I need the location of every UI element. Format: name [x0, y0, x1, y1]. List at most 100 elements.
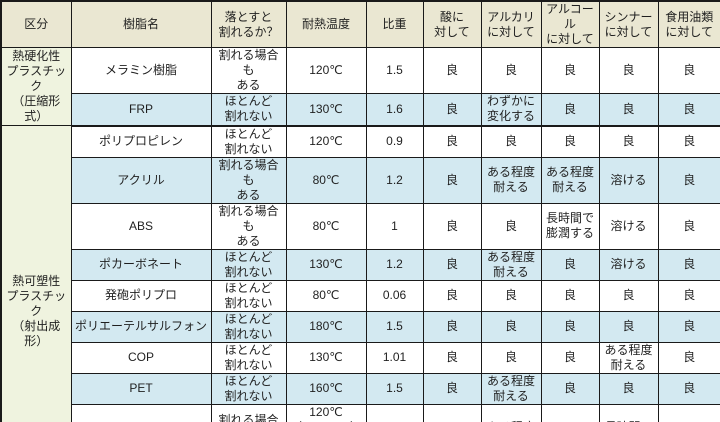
alkali-cell: ある程度 耐える: [480, 372, 542, 405]
breakable-cell: 割れる場合も ある: [210, 403, 287, 422]
oil-cell: 良: [657, 341, 720, 374]
alkali-cell: 良: [480, 47, 542, 94]
header-acid: 酸に 対して: [422, 0, 482, 48]
breakable-cell: ほとんど 割れない: [210, 93, 287, 127]
thinner-cell: 良: [598, 47, 659, 94]
specific-gravity-cell: 0.06: [365, 279, 424, 312]
heat-temp-cell: 130℃: [285, 248, 367, 281]
alkali-cell: 良: [480, 310, 542, 343]
alkali-cell: わずかに 変化する: [480, 93, 542, 127]
oil-cell: 良: [657, 279, 720, 312]
oil-cell: 良: [657, 156, 720, 204]
category-cell-thermoplastic: 熱可塑性 プラスチック （射出成形）: [0, 125, 72, 422]
acid-cell: 良: [422, 248, 482, 281]
header-breakable: 落とすと 割れるか？: [210, 0, 287, 48]
thinner-cell: ある程度 耐える: [598, 341, 659, 374]
specific-gravity-cell: 1.5: [365, 47, 424, 94]
specific-gravity-cell: 1.2: [365, 156, 424, 204]
acid-cell: 良: [422, 310, 482, 343]
thinner-cell: 溶ける: [598, 156, 659, 204]
alcohol-cell: 良: [540, 279, 600, 312]
heat-temp-cell-upper: 120℃ （0.45MPa）: [285, 403, 367, 422]
heat-temp-cell: 160℃: [285, 372, 367, 405]
heat-temp-cell: 80℃: [285, 202, 367, 250]
resin-name-cell: ポリエーテルサルフォン: [70, 310, 212, 343]
alcohol-cell: ある程度 耐える: [540, 156, 600, 204]
oil-cell: 良: [657, 403, 720, 422]
resin-name-cell: メラミン樹脂: [70, 47, 212, 94]
alcohol-cell: 良: [540, 341, 600, 374]
resin-name-cell: PET: [70, 372, 212, 405]
specific-gravity-cell: 1.42: [365, 403, 424, 422]
alkali-cell: 良: [480, 202, 542, 250]
alkali-cell: 良: [480, 279, 542, 312]
acid-cell: 良: [422, 202, 482, 250]
header-specific-gravity: 比重: [365, 0, 424, 48]
table-row: 熱可塑性 プラスチック （射出成形） ポリプロピレン ほとんど 割れない 120…: [0, 125, 720, 422]
table-row: ポカーボネート ほとんど 割れない 130℃ 1.2 良 ある程度 耐える 良 …: [1, 248, 720, 281]
heat-temp-cell: 120℃: [285, 125, 367, 158]
thinner-cell: 良: [598, 279, 659, 312]
alkali-cell: 良: [480, 125, 542, 158]
specific-gravity-cell: 1.5: [365, 310, 424, 343]
acid-cell: 良: [422, 47, 482, 94]
oil-cell: 良: [657, 372, 720, 405]
table-row: 発砲ポリプロ ほとんど 割れない 80℃ 0.06 良 良 良 良 良: [1, 279, 720, 312]
breakable-cell: ほとんど 割れない: [210, 310, 287, 343]
specific-gravity-cell: 1.01: [365, 341, 424, 374]
header-category: 区分: [0, 0, 72, 48]
header-heat-temp: 耐熱温度: [285, 0, 367, 48]
resin-name-cell: FRP: [70, 93, 212, 127]
table-row: アクリル 割れる場合も ある 80℃ 1.2 良 ある程度 耐える ある程度 耐…: [1, 156, 720, 204]
acid-cell: 良: [422, 403, 482, 422]
breakable-cell: 割れる場合も ある: [210, 47, 287, 94]
table-row: 熱硬化性 プラスチック （圧縮形式） メラミン樹脂 割れる場合も ある 120℃…: [0, 47, 720, 126]
resin-name-cell: ABS: [70, 202, 212, 250]
oil-cell: 良: [657, 248, 720, 281]
resin-name-cell: ポリ乳酸: [70, 403, 212, 422]
alcohol-cell: 良: [540, 310, 600, 343]
table-header: 区分 樹脂名 落とすと 割れるか？ 耐熱温度 比重 酸に 対して アルカリ に対…: [0, 0, 720, 48]
header-thinner: シンナー に対して: [598, 0, 659, 48]
header-resin-name: 樹脂名: [70, 0, 212, 48]
heat-temp-cell: 130℃: [285, 341, 367, 374]
table-body: 熱硬化性 プラスチック （圧縮形式） メラミン樹脂 割れる場合も ある 120℃…: [0, 47, 720, 422]
header-cooking-oil: 食用油類 に対して: [657, 0, 720, 48]
specific-gravity-cell: 1.2: [365, 248, 424, 281]
table-row: FRP ほとんど 割れない 130℃ 1.6 良 わずかに 変化する 良 良 良: [1, 93, 720, 127]
breakable-cell: ほとんど 割れない: [210, 372, 287, 405]
heat-temp-cell: 130℃: [285, 93, 367, 127]
breakable-cell: 割れる場合も ある: [210, 202, 287, 250]
specific-gravity-cell: 1.6: [365, 93, 424, 127]
specific-gravity-cell: 1: [365, 202, 424, 250]
alcohol-cell: 良: [540, 93, 600, 127]
alcohol-cell: 良: [540, 403, 600, 422]
oil-cell: 良: [657, 125, 720, 158]
alkali-cell: ある程度 耐える: [480, 403, 542, 422]
oil-cell: 良: [657, 47, 720, 94]
table-row: ABS 割れる場合も ある 80℃ 1 良 良 長時間で 膨潤する 溶ける 良: [1, 202, 720, 250]
specific-gravity-cell: 0.9: [365, 125, 424, 158]
alcohol-cell: 良: [540, 248, 600, 281]
alcohol-cell: 長時間で 膨潤する: [540, 202, 600, 250]
breakable-cell: ほとんど 割れない: [210, 341, 287, 374]
breakable-cell: 割れる場合も ある: [210, 156, 287, 204]
alcohol-cell: 良: [540, 372, 600, 405]
thinner-cell: 良: [598, 310, 659, 343]
alkali-cell: ある程度 耐える: [480, 248, 542, 281]
table-row: PET ほとんど 割れない 160℃ 1.5 良 ある程度 耐える 良 良 良: [1, 372, 720, 405]
table-row: ポリ乳酸 割れる場合も ある 120℃ （0.45MPa） 1.42 良 ある程…: [1, 403, 720, 422]
breakable-cell: ほとんど 割れない: [210, 279, 287, 312]
heat-temp-cell: 180℃: [285, 310, 367, 343]
heat-temp-cell: 120℃: [285, 47, 367, 94]
header-alkali: アルカリ に対して: [480, 0, 542, 48]
resin-name-cell: ポカーボネート: [70, 248, 212, 281]
alkali-cell: 良: [480, 341, 542, 374]
acid-cell: 良: [422, 156, 482, 204]
thinner-cell: 溶ける: [598, 202, 659, 250]
resin-name-cell: ポリプロピレン: [70, 125, 212, 158]
thinner-cell: 溶ける: [598, 248, 659, 281]
alcohol-cell: 良: [540, 47, 600, 94]
